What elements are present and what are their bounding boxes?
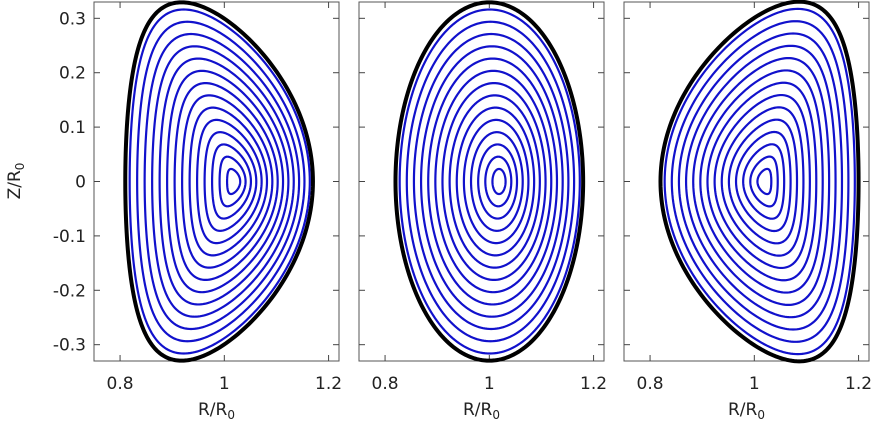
flux-surface xyxy=(434,69,553,294)
plasma-boundary xyxy=(123,0,315,363)
y-tick-label: 0.3 xyxy=(59,9,86,29)
x-tick-label: 1.2 xyxy=(315,374,342,394)
flux-surface xyxy=(441,81,547,282)
flux-surface xyxy=(706,81,818,282)
flux-surface xyxy=(462,118,530,245)
plasma-boundary xyxy=(393,0,586,363)
flux-surface xyxy=(677,32,844,331)
flux-surface xyxy=(699,69,824,294)
x-tick-label: 0.8 xyxy=(637,374,664,394)
flux-surface xyxy=(663,7,856,356)
flux-surface xyxy=(173,81,279,282)
flux-surface xyxy=(491,167,507,196)
flux-surface xyxy=(720,106,805,257)
flux-surface xyxy=(427,57,559,306)
x-tick-label: 0.8 xyxy=(107,374,134,394)
flux-surface xyxy=(210,143,253,220)
flux-surface xyxy=(128,8,311,355)
x-tick-label: 1.2 xyxy=(845,374,872,394)
flux-surface xyxy=(143,32,301,331)
flux-surface xyxy=(734,130,792,233)
flux-surface xyxy=(692,57,831,306)
flux-surface xyxy=(419,45,564,318)
x-tick-label: 1.2 xyxy=(580,374,607,394)
flux-surface xyxy=(477,143,519,220)
x-tick-label: 1 xyxy=(484,374,495,394)
flux-surface xyxy=(670,20,850,343)
plasma-boundary xyxy=(658,0,861,364)
flux-surface xyxy=(151,45,295,318)
x-axis-label: R/R0 xyxy=(198,400,235,422)
flux-surface xyxy=(398,8,581,355)
flux-surface xyxy=(749,155,779,208)
panel-3: 0.8 1 1.2 R/R0 xyxy=(623,0,872,422)
flux-surface xyxy=(484,155,513,208)
flux-surface xyxy=(181,94,274,269)
flux-surface xyxy=(455,106,536,257)
x-tick-label: 1 xyxy=(749,374,760,394)
flux-surface xyxy=(166,69,285,294)
y-tick-label: -0.1 xyxy=(53,227,86,247)
flux-surface xyxy=(218,155,247,208)
y-tick-label: 0.2 xyxy=(59,64,86,84)
x-tick-label: 0.8 xyxy=(372,374,399,394)
flux-surface xyxy=(684,44,837,319)
flux-surface xyxy=(713,93,811,270)
flux-surface xyxy=(469,131,524,232)
x-axis-label: R/R0 xyxy=(463,400,500,422)
y-axis-label: Z/R0 xyxy=(5,163,27,200)
y-tick-label: 0.1 xyxy=(59,118,86,138)
flux-surface xyxy=(727,118,799,245)
flux-surface xyxy=(136,20,306,343)
flux-surface xyxy=(158,57,290,306)
flux-surface xyxy=(225,167,242,196)
flux-surface xyxy=(756,167,773,196)
y-tick-label: 0 xyxy=(75,173,86,193)
flux-surface xyxy=(412,32,570,331)
flux-surface xyxy=(448,94,541,269)
panel-1: 0.8 1 1.2 0.3 0.2 0.1 0 -0.1 -0.2 -0.3 R/R0 xyxy=(53,0,342,422)
flux-surface xyxy=(742,143,786,220)
y-tick-label: -0.3 xyxy=(53,336,86,356)
panel-2: 0.8 1 1.2 R/R0 xyxy=(358,0,607,422)
flux-surface xyxy=(405,20,576,343)
x-tick-label: 1 xyxy=(219,374,230,394)
flux-surface xyxy=(203,131,258,232)
y-tick-label: -0.2 xyxy=(53,281,86,301)
x-axis-label: R/R0 xyxy=(728,400,765,422)
flux-surface xyxy=(188,106,269,257)
flux-surface xyxy=(195,118,263,245)
